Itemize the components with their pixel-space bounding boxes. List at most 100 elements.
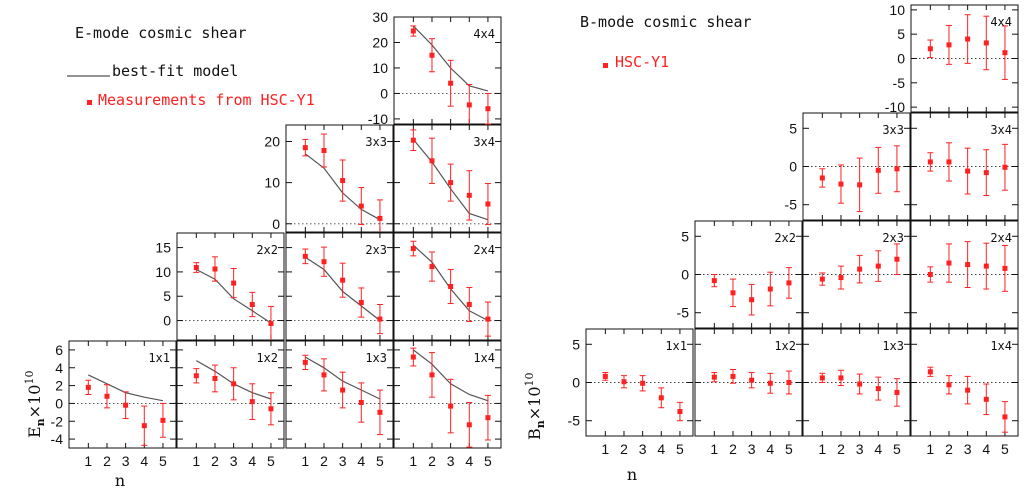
b-panel-3x4-point-4: [983, 170, 989, 176]
e-panel-1x2-xtick-label-1: 1: [192, 453, 200, 469]
b-panel-3x3-point-5: [894, 166, 900, 172]
e-panel-2x4-frame: [393, 232, 502, 341]
e-panel-1x3-xtick-label-3: 3: [339, 453, 347, 469]
b-panel-2x2-point-4: [767, 286, 773, 292]
e-panel-1x1-ytick-label-5: 6: [55, 342, 63, 358]
b-panel-2x2-label: 2x2: [774, 231, 796, 245]
e-panel-2x4-point-3: [448, 284, 454, 289]
e-panel-1x4-xtick-label-1: 1: [409, 453, 417, 469]
e-panel-2x2-point-5: [268, 320, 274, 326]
b-panel-4x4-point-5: [1002, 50, 1008, 56]
e-panel-3x3-point-3: [340, 178, 346, 184]
b-panel-1x1-xtick-label-4: 4: [657, 441, 665, 457]
b-panel-1x3-xtick-label-5: 5: [893, 441, 901, 457]
e-panel-1x3: 1 2 3 4 5 1x3: [285, 340, 394, 469]
b-panel-1x3-xtick-label-3: 3: [856, 441, 864, 457]
b-panel-1x1-label: 1x1: [665, 339, 687, 353]
e-panel-1x1-xtick-label-5: 5: [159, 453, 167, 469]
e-panel-2x2-ytick-label-3: 15: [155, 240, 171, 256]
e-panel-3x3-point-1: [302, 145, 308, 151]
e-panel-1x2-point-5: [268, 406, 274, 412]
e-legend-model-label: best-fit model: [112, 62, 238, 80]
b-panel-1x4-xtick-label-2: 2: [945, 441, 953, 457]
e-panel-1x4-label: 1x4: [473, 351, 495, 365]
e-panel-1x2-point-3: [231, 381, 237, 387]
e-panel-2x4-label: 2x4: [473, 243, 495, 257]
e-panel-2x3-point-4: [358, 300, 364, 306]
b-panel-1x2-point-5: [786, 380, 792, 385]
b-panel-2x4-point-4: [983, 263, 989, 269]
e-panel-1x1-xtick-label-2: 2: [103, 453, 111, 469]
b-panel-3x3-point-4: [875, 167, 881, 173]
b-panel-2x2-ytick-label-0: -5: [677, 305, 690, 321]
b-panel-1x1-point-3: [640, 380, 646, 386]
e-panel-3x3-ytick-label-0: 0: [272, 216, 280, 232]
e-panel-2x2-model-line: [196, 268, 272, 324]
svg-text:En×1010: En×1010: [23, 371, 47, 438]
b-panel-2x3: 2x3: [802, 220, 911, 329]
b-legend-data-label: HSC-Y1: [615, 53, 669, 71]
e-panel-3x3-ytick-label-2: 20: [264, 133, 280, 149]
b-panel-1x1-xtick-label-2: 2: [620, 441, 628, 457]
b-panel-1x2-point-4: [767, 380, 773, 386]
b-panel-1x4-xtick-label-3: 3: [964, 441, 972, 457]
b-panel-2x4-point-5: [1002, 265, 1008, 271]
e-panel-3x3-point-4: [358, 203, 364, 209]
b-panel-3x3-point-2: [838, 181, 844, 187]
e-panel-4x4-point-5: [485, 106, 491, 112]
e-panel-2x4-point-2: [429, 264, 435, 270]
e-mode-title: E-mode cosmic shear: [75, 24, 247, 42]
e-panel-1x2-point-1: [193, 373, 199, 379]
b-panel-2x3-point-2: [838, 275, 844, 281]
e-panel-1x4-xtick-label-5: 5: [484, 453, 492, 469]
e-panel-3x4: 3x4: [393, 124, 502, 233]
e-panel-1x1-ytick-label-0: -4: [51, 431, 64, 447]
e-panel-4x4-point-2: [429, 52, 435, 58]
b-panel-4x4-label: 4x4: [990, 15, 1012, 29]
e-panel-1x3-frame: [285, 340, 394, 449]
b-panel-2x4-label: 2x4: [990, 231, 1012, 245]
e-panel-1x1-xtick-label-1: 1: [84, 453, 92, 469]
e-panel-3x3-point-2: [321, 148, 327, 154]
e-panel-2x2-ytick-label-2: 10: [155, 264, 171, 280]
e-panel-4x4-ytick-label-1: 0: [380, 85, 388, 101]
b-panel-2x3-point-3: [857, 266, 863, 272]
e-ylabel-sub: n: [34, 418, 47, 426]
b-panel-1x1-ytick-label-1: 0: [572, 375, 580, 391]
e-panel-1x3-label: 1x3: [365, 351, 387, 365]
b-panel-3x3-point-3: [857, 182, 863, 188]
e-panel-4x4-point-3: [448, 80, 454, 86]
b-panel-1x3-xtick-label-4: 4: [874, 441, 882, 457]
b-ylabel-sub: n: [534, 420, 547, 428]
b-panel-1x4-point-4: [983, 396, 989, 402]
e-panel-1x3-point-3: [340, 387, 346, 393]
e-panel-1x3-point-2: [321, 372, 327, 378]
b-panel-3x4-point-5: [1002, 164, 1008, 170]
b-panel-1x3-xtick-label-1: 1: [818, 441, 826, 457]
b-panel-1x1-xtick-label-5: 5: [676, 441, 684, 457]
e-panel-3x3-label: 3x3: [365, 135, 387, 149]
b-panel-1x2-xtick-label-1: 1: [710, 441, 718, 457]
b-panel-4x4-ytick-label-1: -5: [893, 75, 906, 91]
b-panel-4x4-ytick-label-2: 0: [897, 51, 905, 67]
b-panel-1x2-xtick-label-5: 5: [785, 441, 793, 457]
b-panel-3x3-ytick-label-0: -5: [785, 197, 798, 213]
b-panel-2x2: -5 0 5 2x2: [677, 220, 803, 329]
e-panel-2x3-point-1: [302, 253, 308, 259]
e-panel-1x1-point-2: [104, 393, 110, 399]
e-panel-1x2-xtick-label-5: 5: [267, 453, 275, 469]
b-panel-2x3-point-4: [875, 263, 881, 269]
e-panel-1x4-point-2: [429, 372, 435, 378]
e-ylabel-main: E: [25, 426, 44, 438]
e-panel-1x1-label: 1x1: [148, 351, 170, 365]
e-panel-1x1-ytick-label-1: -2: [51, 413, 64, 429]
e-panel-2x2: 0 5 10 15 2x2: [155, 232, 285, 341]
e-panel-1x1-point-4: [141, 423, 147, 429]
e-panel-3x4-label: 3x4: [473, 135, 495, 149]
e-panel-2x3-label: 2x3: [365, 243, 387, 257]
b-panel-3x3-ytick-label-1: 0: [789, 159, 797, 175]
e-panel-1x1-point-1: [85, 384, 91, 390]
b-panel-1x3-xtick-label-2: 2: [837, 441, 845, 457]
